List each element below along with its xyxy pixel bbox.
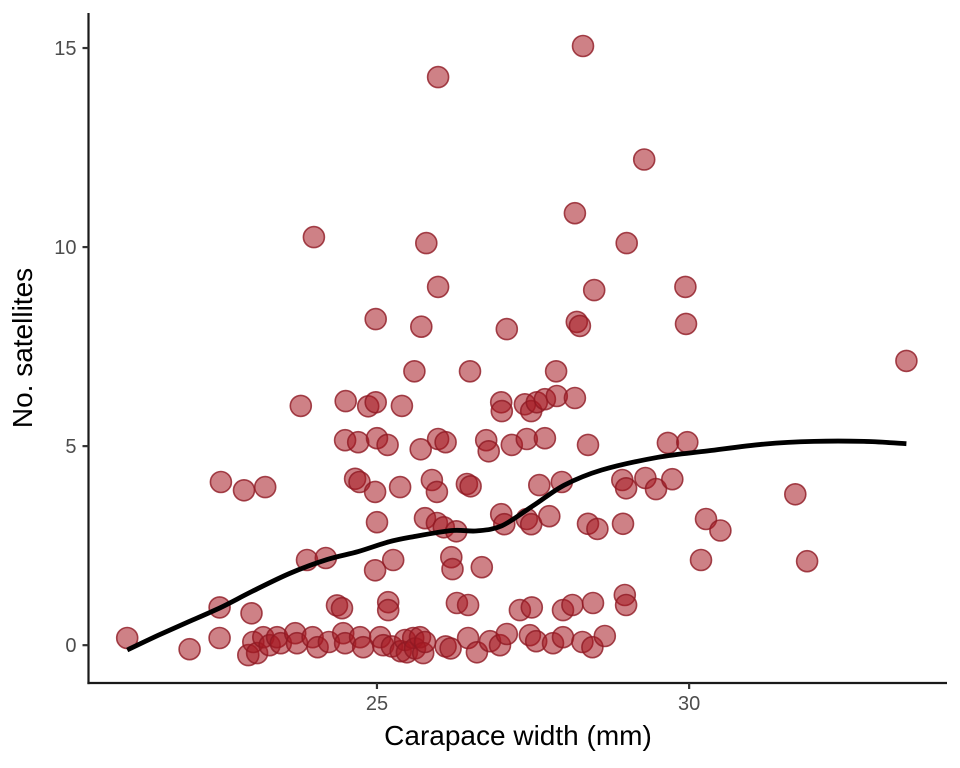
data-point bbox=[660, 467, 684, 491]
data-point bbox=[675, 430, 699, 454]
data-point bbox=[783, 482, 807, 506]
data-point bbox=[456, 593, 480, 617]
data-point bbox=[240, 601, 263, 625]
data-point bbox=[470, 555, 494, 579]
data-point bbox=[537, 504, 561, 528]
data-point bbox=[388, 475, 412, 499]
data-point bbox=[551, 625, 575, 649]
y-axis-title: No. satellites bbox=[7, 268, 38, 428]
data-point bbox=[709, 519, 732, 542]
data-point bbox=[376, 598, 400, 622]
y-axis-tick-label: 5 bbox=[65, 436, 76, 458]
y-axis-tick-label: 0 bbox=[65, 635, 76, 657]
smooth-trend-line bbox=[126, 438, 907, 653]
data-point bbox=[520, 596, 544, 619]
data-point bbox=[614, 476, 638, 500]
data-point bbox=[381, 548, 405, 572]
data-point bbox=[289, 394, 313, 418]
data-point bbox=[232, 478, 256, 502]
data-point bbox=[253, 475, 277, 499]
data-point bbox=[490, 399, 514, 423]
x-axis-tick-label: 30 bbox=[678, 693, 700, 715]
data-point bbox=[425, 480, 449, 504]
x-axis-tick-label: 25 bbox=[366, 693, 388, 715]
data-point bbox=[434, 430, 457, 454]
data-point bbox=[334, 389, 358, 413]
data-point bbox=[586, 517, 609, 541]
data-point bbox=[439, 637, 462, 660]
data-point bbox=[346, 430, 370, 454]
plot-panel: 25 30 0 5 10 15 bbox=[54, 13, 947, 715]
data-point bbox=[568, 314, 592, 338]
data-point bbox=[895, 349, 918, 373]
data-point bbox=[178, 637, 201, 661]
data-point bbox=[477, 439, 501, 463]
data-point bbox=[611, 512, 635, 536]
data-point bbox=[458, 359, 482, 383]
data-point bbox=[403, 359, 426, 383]
data-point bbox=[527, 473, 551, 497]
data-point bbox=[413, 630, 437, 654]
data-point bbox=[576, 433, 600, 457]
data-point bbox=[459, 474, 482, 498]
x-axis-title: Carapace width (mm) bbox=[384, 720, 652, 751]
y-axis-tick-label: 10 bbox=[54, 237, 76, 259]
data-point bbox=[561, 593, 584, 617]
data-point bbox=[593, 624, 617, 648]
data-point bbox=[376, 433, 399, 457]
data-point bbox=[563, 201, 587, 225]
data-point bbox=[615, 231, 639, 255]
data-point bbox=[544, 359, 568, 383]
data-point bbox=[363, 558, 387, 582]
data-point bbox=[674, 275, 697, 299]
data-point bbox=[441, 557, 464, 581]
data-point bbox=[409, 315, 433, 339]
data-point bbox=[644, 477, 668, 501]
data-point bbox=[364, 390, 388, 414]
data-point bbox=[409, 437, 433, 461]
data-point bbox=[632, 148, 656, 171]
data-point bbox=[656, 431, 680, 455]
data-point bbox=[390, 394, 414, 418]
data-point bbox=[689, 548, 713, 572]
data-point bbox=[414, 231, 438, 255]
data-point bbox=[581, 591, 605, 615]
data-point bbox=[365, 510, 389, 534]
data-point bbox=[674, 312, 698, 336]
data-point bbox=[614, 593, 638, 617]
data-point bbox=[364, 307, 388, 331]
data-point bbox=[302, 225, 326, 249]
y-axis-tick-label: 15 bbox=[54, 38, 76, 60]
data-point bbox=[209, 470, 233, 494]
data-point bbox=[533, 426, 557, 450]
data-point bbox=[495, 622, 519, 646]
data-point bbox=[795, 549, 819, 573]
data-point bbox=[563, 386, 587, 410]
data-point bbox=[330, 596, 354, 620]
data-point bbox=[582, 278, 606, 302]
data-point bbox=[426, 275, 450, 299]
data-point bbox=[495, 317, 519, 341]
data-point bbox=[208, 626, 231, 650]
data-point bbox=[426, 65, 450, 89]
data-point bbox=[571, 34, 595, 58]
data-point bbox=[363, 480, 387, 504]
